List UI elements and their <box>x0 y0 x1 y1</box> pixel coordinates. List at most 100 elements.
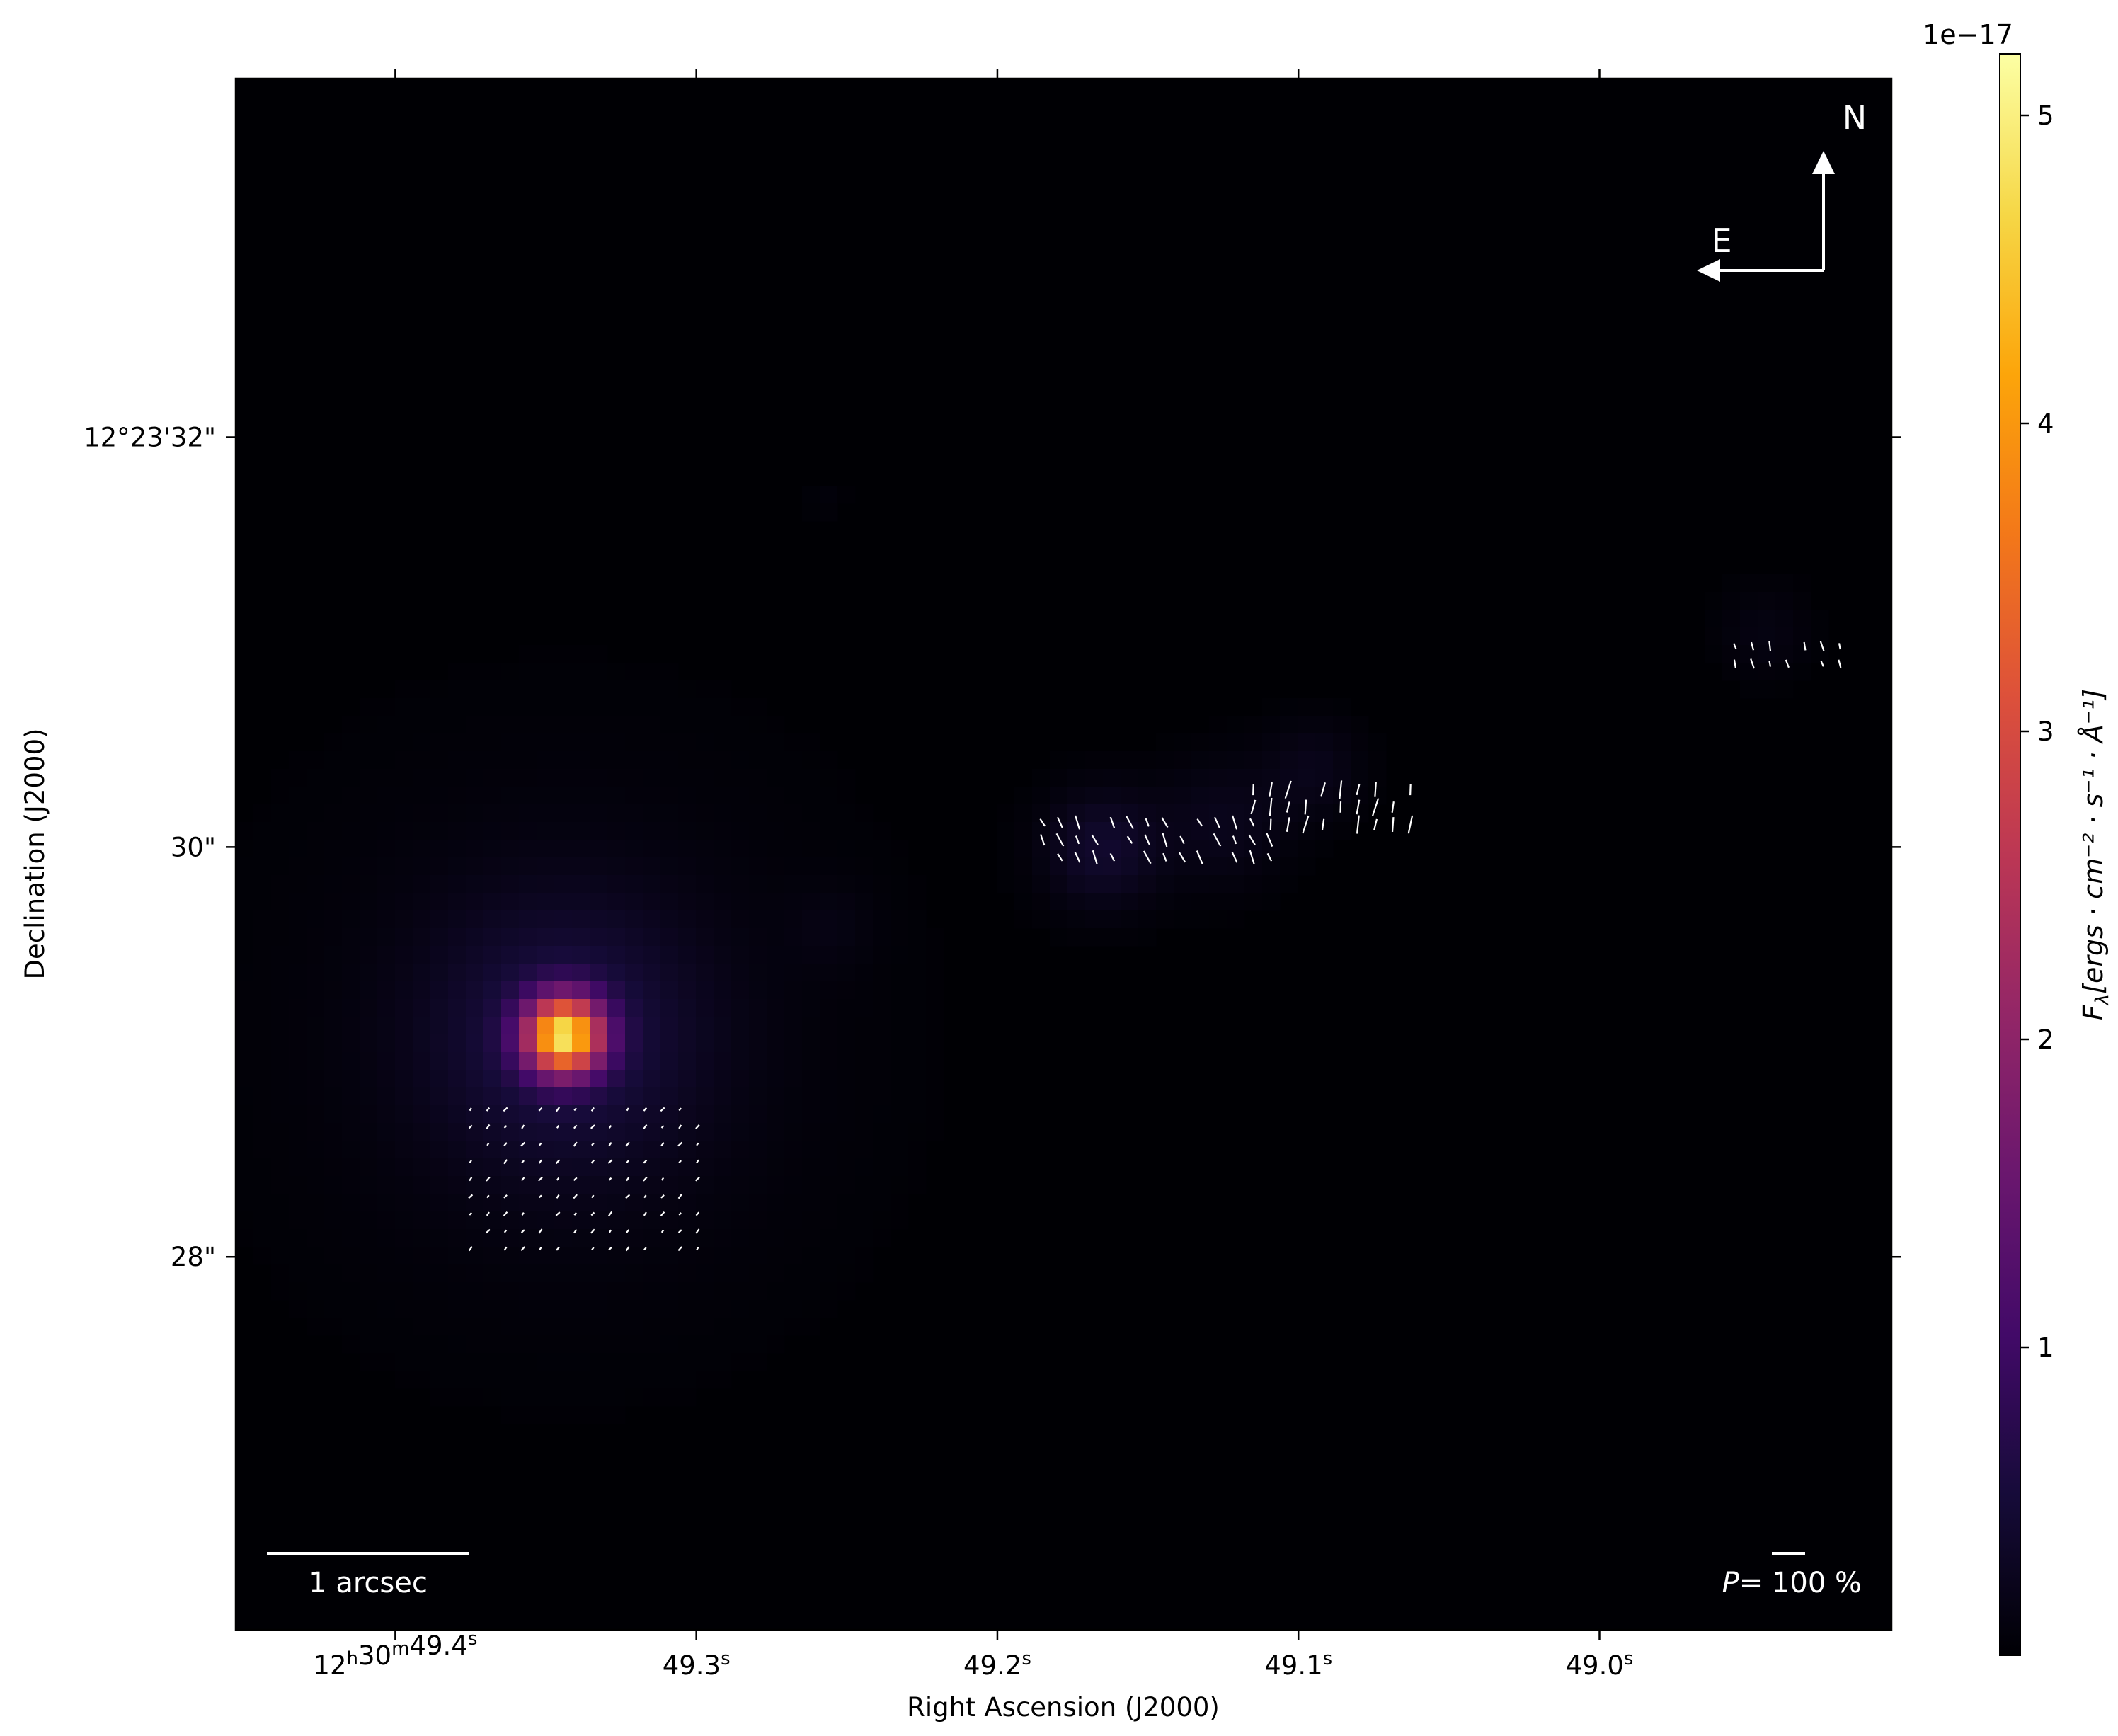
flux-pixel <box>395 698 413 716</box>
flux-pixel <box>696 1087 714 1106</box>
flux-pixel <box>1740 627 1758 646</box>
flux-pixel <box>271 1282 290 1301</box>
polarization-vector <box>678 1107 682 1112</box>
flux-pixel <box>731 857 750 876</box>
flux-pixel <box>749 1052 767 1070</box>
flux-pixel <box>660 1300 679 1318</box>
flux-pixel <box>855 1194 874 1212</box>
flux-pixel <box>289 875 307 893</box>
flux-pixel <box>767 857 785 876</box>
flux-pixel <box>590 946 608 964</box>
flux-pixel <box>448 822 466 840</box>
flux-pixel <box>572 1034 590 1053</box>
flux-pixel <box>271 1158 290 1177</box>
flux-pixel <box>926 981 944 1000</box>
flux-pixel <box>413 964 431 982</box>
flux-pixel <box>767 822 785 840</box>
flux-pixel <box>554 1123 573 1141</box>
flux-pixel <box>696 1211 714 1230</box>
flux-pixel <box>554 1406 573 1424</box>
polarization-vector <box>1213 833 1222 847</box>
flux-pixel <box>377 804 396 823</box>
flux-pixel <box>749 716 767 734</box>
flux-pixel <box>360 1229 378 1247</box>
flux-pixel <box>678 1017 697 1035</box>
flux-pixel <box>483 1371 502 1389</box>
flux-pixel <box>271 893 290 911</box>
flux-pixel <box>271 822 290 840</box>
flux-pixel <box>1705 627 1723 646</box>
flux-pixel <box>537 769 555 787</box>
polarization-vector <box>590 1124 595 1129</box>
flux-pixel <box>342 1123 360 1141</box>
flux-pixel <box>767 1229 785 1247</box>
flux-pixel <box>908 999 927 1017</box>
y-tick-label: 28" <box>171 1242 216 1272</box>
flux-pixel <box>1138 840 1157 858</box>
flux-pixel <box>501 1229 520 1247</box>
flux-pixel <box>696 981 714 1000</box>
flux-pixel <box>1244 733 1263 752</box>
flux-pixel <box>1156 733 1174 752</box>
flux-pixel <box>395 769 413 787</box>
flux-pixel <box>678 769 697 787</box>
flux-pixel <box>784 1264 803 1283</box>
flux-pixel <box>1298 822 1316 840</box>
flux-pixel <box>289 1247 307 1265</box>
flux-pixel <box>749 1211 767 1230</box>
flux-pixel <box>377 1105 396 1124</box>
polarization-vector <box>503 1125 508 1129</box>
flux-pixel <box>643 1264 661 1283</box>
polarization-vector <box>1356 784 1361 796</box>
flux-pixel <box>855 1247 874 1265</box>
flux-pixel <box>519 733 537 752</box>
flux-pixel <box>926 1123 944 1141</box>
flux-pixel <box>607 1371 626 1389</box>
flux-pixel <box>448 1123 466 1141</box>
flux-pixel <box>466 1087 484 1106</box>
polarization-vector <box>573 1107 578 1112</box>
polarization-vector <box>590 1159 595 1164</box>
flux-pixel <box>802 1264 820 1283</box>
flux-pixel <box>572 1070 590 1088</box>
flux-pixel <box>537 1017 555 1035</box>
flux-pixel <box>448 893 466 911</box>
flux-pixel <box>483 1087 502 1106</box>
polarization-vector <box>573 1124 578 1129</box>
flux-pixel <box>820 1141 838 1159</box>
flux-pixel <box>377 1176 396 1194</box>
flux-pixel <box>519 981 537 1000</box>
flux-pixel <box>360 875 378 893</box>
flux-pixel <box>307 1211 325 1230</box>
polarization-vector <box>469 1212 473 1216</box>
flux-pixel <box>643 1141 661 1159</box>
flux-pixel <box>572 822 590 840</box>
flux-pixel <box>1368 733 1387 752</box>
flux-pixel <box>289 928 307 947</box>
flux-pixel <box>784 1105 803 1124</box>
flux-pixel <box>802 1282 820 1301</box>
flux-pixel <box>1014 875 1033 893</box>
flux-pixel <box>820 910 838 929</box>
flux-pixel <box>714 1052 732 1070</box>
polarization-vector <box>1109 852 1116 862</box>
flux-pixel <box>590 663 608 681</box>
flux-pixel <box>1121 804 1139 823</box>
flux-pixel <box>253 857 272 876</box>
flux-pixel <box>430 769 449 787</box>
flux-pixel <box>802 928 820 947</box>
flux-pixel <box>837 1282 856 1301</box>
flux-pixel <box>590 1087 608 1106</box>
flux-pixel <box>1014 787 1033 805</box>
polarization-vector <box>486 1194 490 1199</box>
flux-pixel <box>572 769 590 787</box>
flux-pixel <box>1050 769 1068 787</box>
flux-pixel <box>643 928 661 947</box>
flux-pixel <box>908 981 927 1000</box>
flux-pixel <box>1775 680 1794 699</box>
flux-pixel <box>448 1247 466 1265</box>
flux-pixel <box>1298 698 1316 716</box>
flux-pixel <box>324 928 343 947</box>
flux-pixel <box>377 964 396 982</box>
flux-pixel <box>749 1282 767 1301</box>
